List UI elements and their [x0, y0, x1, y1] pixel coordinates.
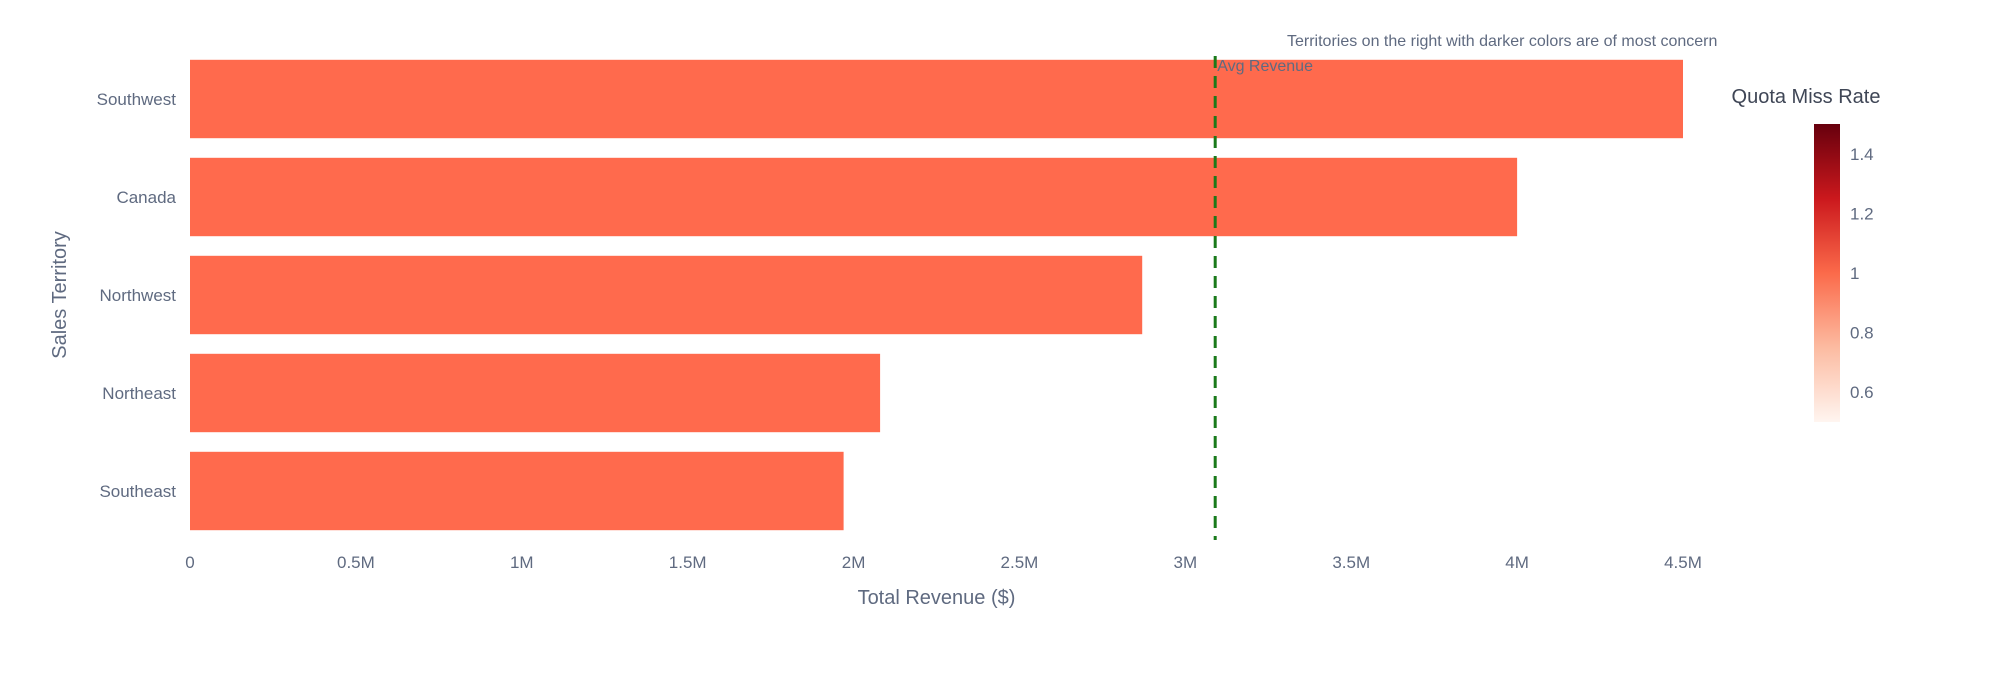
x-tick-label: 0 — [185, 553, 194, 572]
x-tick-label: 4.5M — [1664, 553, 1702, 572]
y-tick-labels: Southwest Canada Northwest Northeast Southea… — [97, 90, 177, 501]
x-tick-label: 2.5M — [1001, 553, 1039, 572]
colorbar-tick-label: 0.6 — [1850, 383, 1874, 402]
bar-northeast — [190, 353, 881, 433]
colorbar-tick-label: 1.2 — [1850, 204, 1874, 223]
bar-southwest — [190, 59, 1683, 139]
colorbar-title: Quota Miss Rate — [1732, 86, 1881, 108]
y-tick-label: Northwest — [99, 286, 176, 305]
bars-group — [190, 59, 1683, 531]
y-tick-label: Canada — [116, 188, 176, 207]
x-tick-label: 4M — [1505, 553, 1529, 572]
x-axis-title: Total Revenue ($) — [858, 587, 1016, 609]
x-tick-label: 2M — [842, 553, 866, 572]
y-tick-label: Northeast — [102, 384, 176, 403]
y-tick-label: Southeast — [99, 482, 176, 501]
colorbar-tick-labels: 0.6 0.8 1 1.2 1.4 — [1850, 145, 1874, 402]
x-tick-label: 1M — [510, 553, 534, 572]
bar-northwest — [190, 255, 1143, 335]
bar-canada — [190, 157, 1518, 237]
x-tick-labels: 0 0.5M 1M 1.5M 2M 2.5M 3M 3.5M 4M 4.5M — [185, 553, 1702, 572]
x-tick-label: 3.5M — [1332, 553, 1370, 572]
colorbar-tick-label: 0.8 — [1850, 324, 1874, 343]
x-tick-label: 3M — [1174, 553, 1198, 572]
x-tick-label: 1.5M — [669, 553, 707, 572]
y-tick-label: Southwest — [97, 90, 177, 109]
x-tick-label: 0.5M — [337, 553, 375, 572]
y-axis-title: Sales Territory — [49, 231, 71, 358]
colorbar: Quota Miss Rate 0.6 0.8 1 1.2 1.4 — [1732, 86, 1881, 422]
colorbar-tick-label: 1.4 — [1850, 145, 1874, 164]
colorbar-tick-label: 1 — [1850, 264, 1859, 283]
avg-revenue-label: Avg Revenue — [1217, 58, 1313, 75]
colorbar-gradient — [1814, 124, 1840, 422]
chart-annotation: Territories on the right with darker col… — [1287, 33, 1717, 50]
bar-southeast — [190, 451, 844, 531]
